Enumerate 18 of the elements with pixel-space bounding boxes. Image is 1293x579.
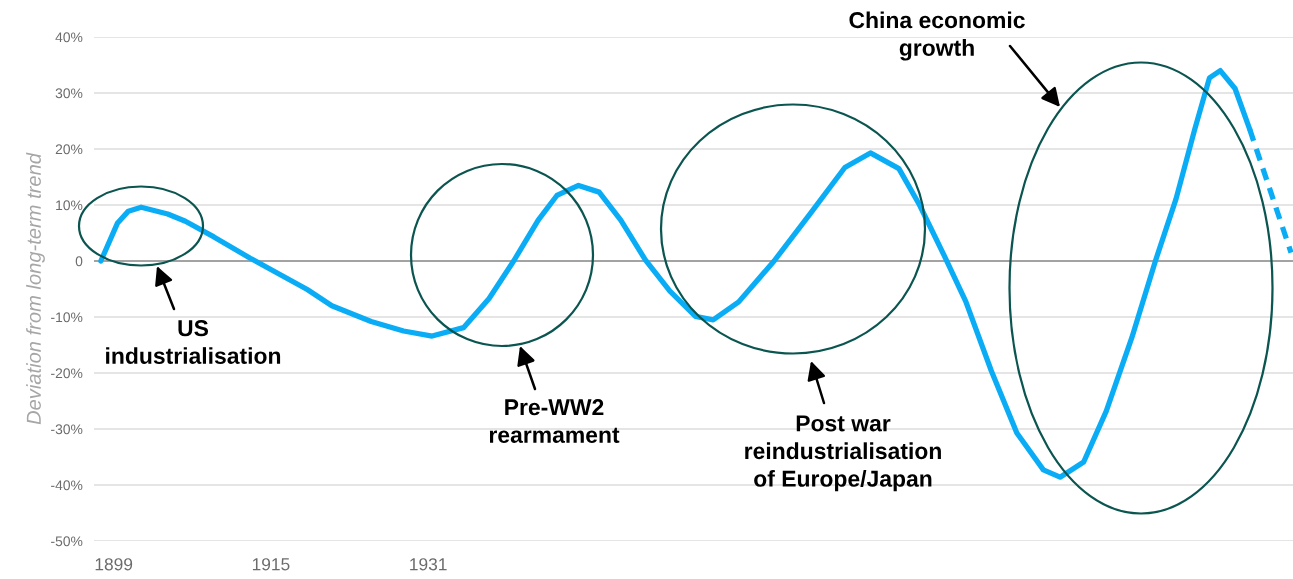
annotation: Post war reindustrialisation of Europe/Japan [745,415,941,492]
y-tick-label: -40% [51,480,83,491]
y-tick-label: 20% [55,144,83,155]
y-axis-title: Deviation from long-term trend [26,152,45,425]
y-tick-label: 0 [75,256,83,267]
x-tick-label: 1899 [95,558,133,571]
x-tick-label: 1915 [252,558,290,571]
y-tick-label: 10% [56,200,83,211]
annotation: US industrialisation [106,320,281,364]
y-tick-label: -50% [51,536,83,547]
y-tick-label: -20% [51,368,83,379]
x-tick-label: 1931 [410,558,447,571]
annotation: China economic growth [849,11,1025,61]
y-tick-label: 30% [55,88,83,99]
annotation: Pre-WW2 rearmament [489,399,620,443]
y-tick-label: 40% [55,32,83,43]
y-tick-label: -30% [51,424,83,435]
y-tick-label: -10% [51,312,83,323]
